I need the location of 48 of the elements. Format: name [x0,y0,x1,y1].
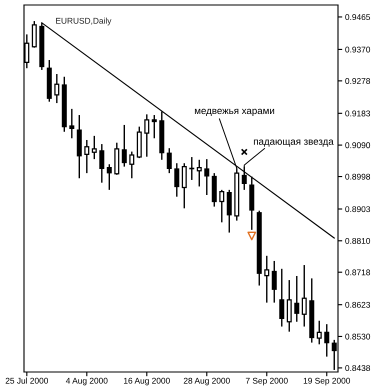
annotation: медвежья харами [194,108,274,116]
candlestick [182,162,187,210]
candlestick [316,320,322,346]
y-tick-label: 0.8998 [345,174,370,180]
candlestick [129,150,134,179]
candlestick [294,275,300,322]
candlestick [174,162,180,198]
x-tick-label: 19 Sep 2000 [304,378,350,386]
candlestick [32,20,37,48]
x-tick-label: 28 Aug 2000 [184,378,230,386]
candlestick [106,164,112,191]
candlestick [204,158,210,196]
text: EURUSD,Daily [56,18,112,26]
y-tick-label: 0.8903 [345,206,370,212]
candlestick [196,159,202,188]
candlestick [144,114,150,158]
candlestick [152,114,157,139]
x-tick-label: 7 Sep 2000 [246,378,288,386]
candlestick [166,147,172,174]
x-tick-label: 4 Aug 2000 [66,378,108,386]
y-tick-label: 0.9183 [345,110,370,116]
candlestick [219,189,224,224]
y-tick-label: 0.8438 [345,365,370,371]
y-tick-label: 0.9370 [345,46,370,53]
y-tick-label: 0.8810 [345,238,370,244]
candlestick [302,264,307,328]
candlestick [122,124,127,168]
candlestick [272,260,277,304]
candlestick [226,189,232,234]
candlestick [99,143,104,184]
candlestick [54,73,60,104]
y-tick-label: 0.8623 [345,302,370,308]
y-tick-label: 0.8718 [345,269,370,276]
candlestick [264,255,270,304]
candlestick [286,279,292,332]
candlestick [69,108,74,139]
y-tick-label: 0.9278 [345,78,370,84]
candlestick [324,323,330,358]
candlestick [279,268,284,328]
x-tick-label: 16 Aug 2000 [124,378,170,386]
annotation: падающая звезда [254,140,334,147]
candlestick [189,156,194,181]
candlestick [84,139,90,174]
x-tick-label: 25 Jul 2000 [6,378,48,384]
y-tick-label: 0.9465 [345,14,370,20]
y-tick-label: 0.9090 [345,142,370,148]
y-tick-label: 0.8530 [345,334,370,340]
candlestick [92,135,97,160]
